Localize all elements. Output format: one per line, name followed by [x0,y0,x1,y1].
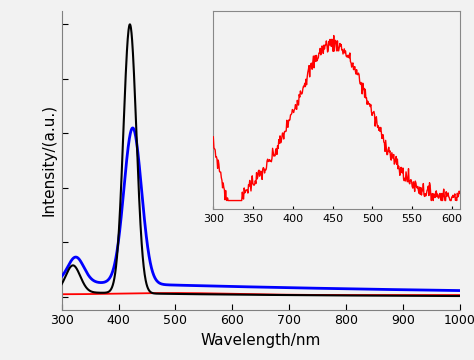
X-axis label: Wavelength/nm: Wavelength/nm [201,333,321,348]
Y-axis label: Intensity/(a.u.): Intensity/(a.u.) [41,104,56,216]
